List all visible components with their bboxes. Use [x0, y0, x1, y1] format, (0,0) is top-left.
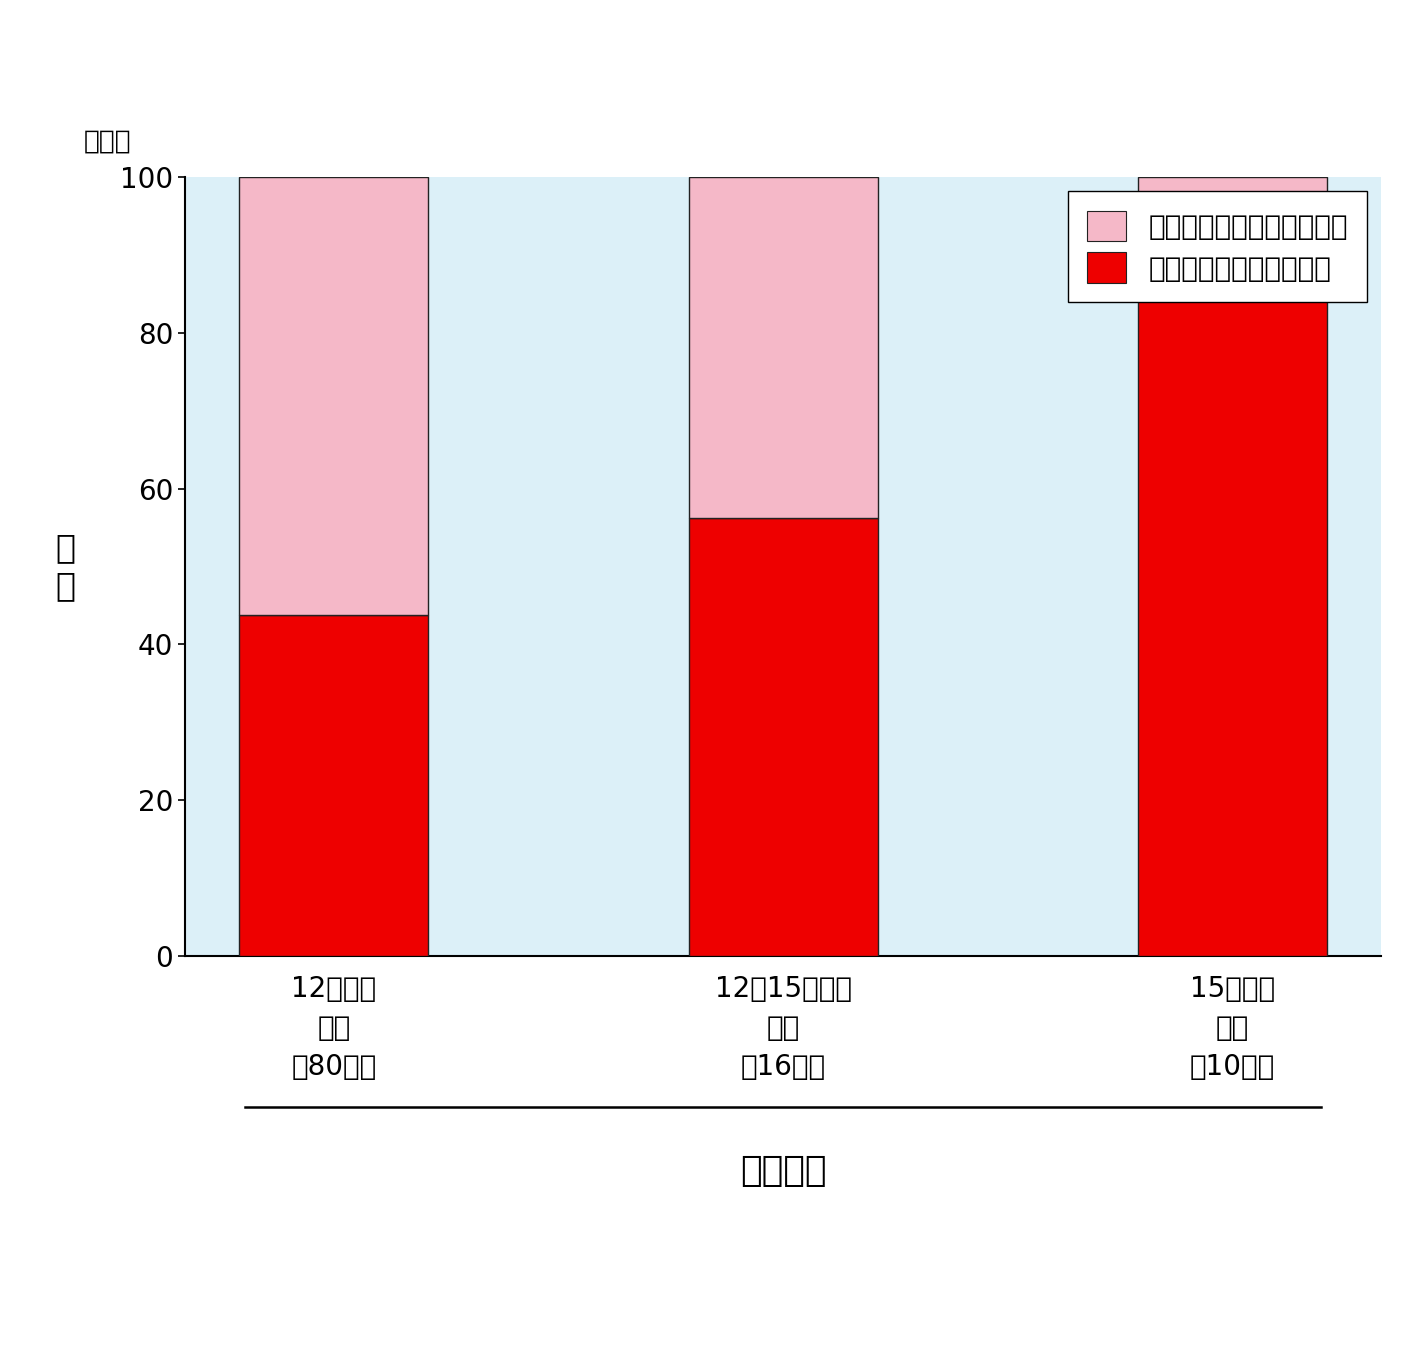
Bar	[1138, 255, 1327, 955]
Bar	[239, 177, 429, 616]
Bar	[239, 616, 429, 956]
Bar	[689, 517, 877, 956]
Bar	[689, 177, 877, 517]
Bar	[1138, 177, 1327, 255]
Text: 枕の高さ: 枕の高さ	[740, 1153, 826, 1188]
Legend: 非特発性椎骨動脈解離患者, 特発性椎骨動脈解離患者: 非特発性椎骨動脈解離患者, 特発性椎骨動脈解離患者	[1068, 191, 1367, 302]
Text: 割
合: 割 合	[56, 531, 75, 602]
Text: （％）: （％）	[84, 128, 131, 154]
